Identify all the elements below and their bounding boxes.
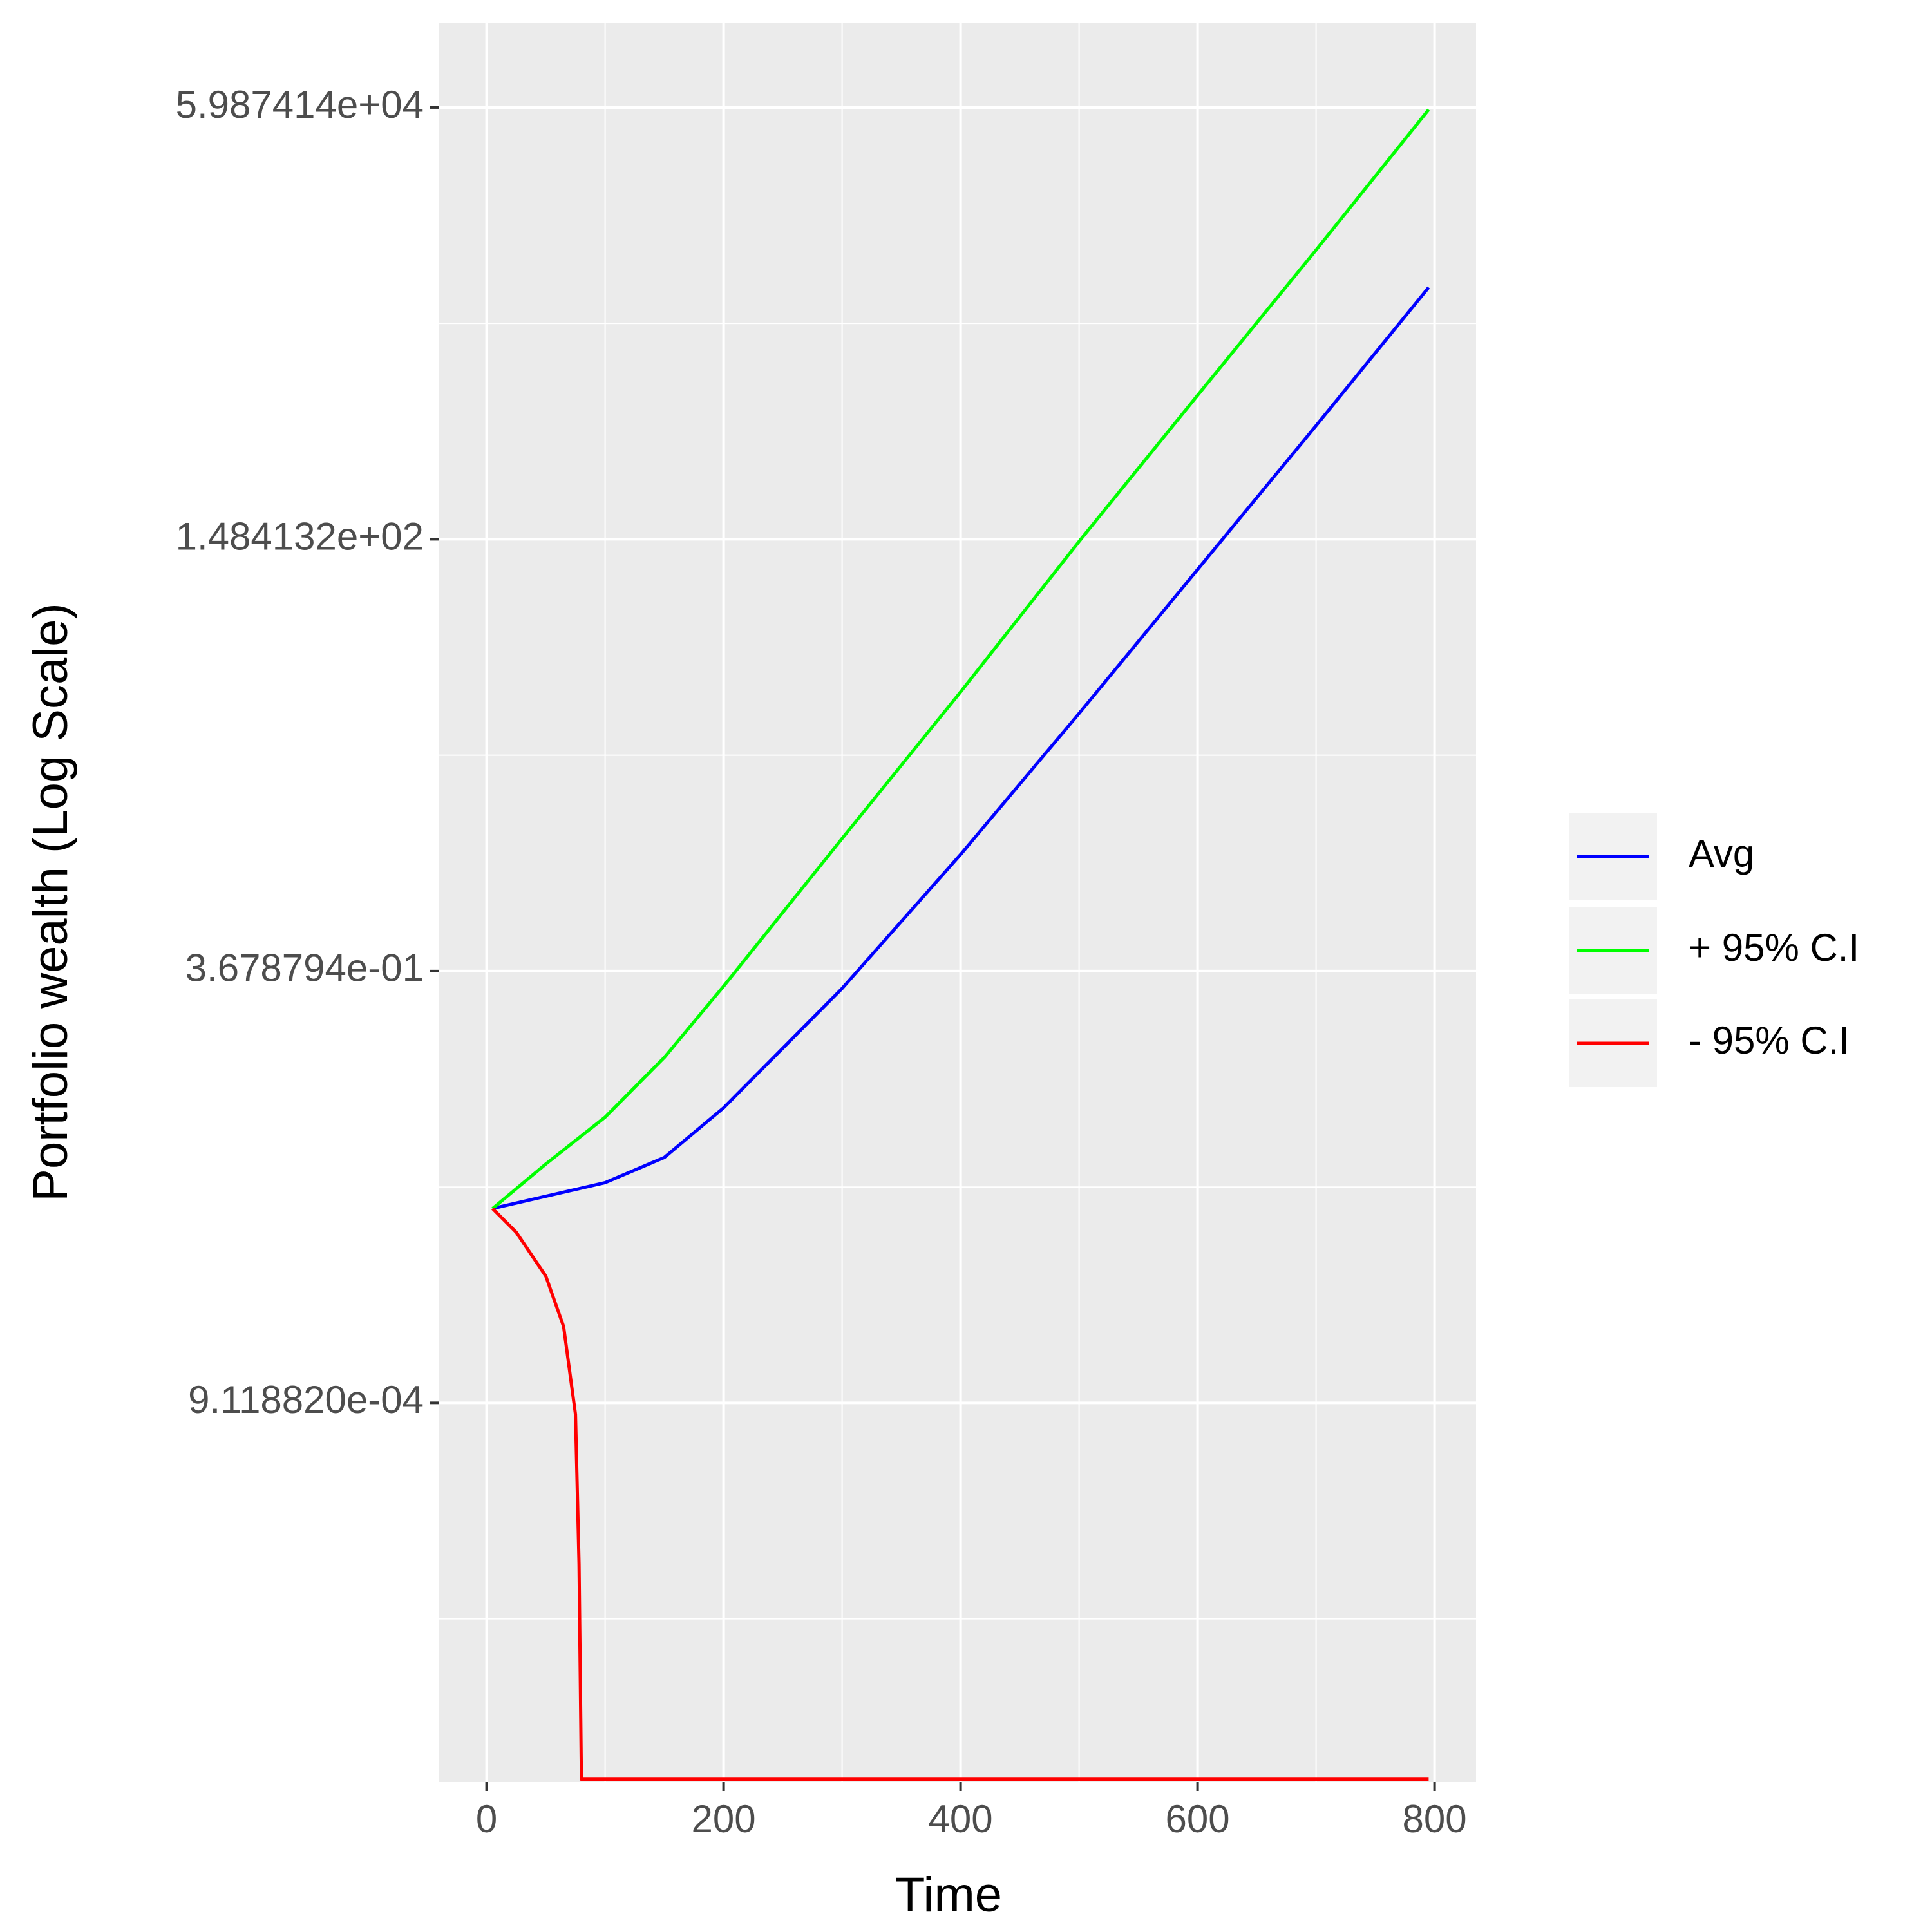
legend-label: - 95% C.I	[1689, 1019, 1850, 1062]
axes: 0 200 400 600 800 9.118820e-04 3.678794e-01 1.4…	[176, 83, 1467, 1841]
x-tick-label: 600	[1166, 1797, 1230, 1841]
y-tick-label: 5.987414e+04	[176, 83, 424, 126]
y-tick-label: 9.118820e-04	[188, 1378, 424, 1421]
data-line	[491, 108, 1430, 1210]
y-tick-label: 3.678794e-01	[185, 947, 424, 990]
lines	[491, 108, 1430, 1781]
legend: Avg + 95% C.I - 95% C.I	[1569, 813, 1859, 1087]
x-tick-label: 0	[476, 1797, 497, 1841]
legend-label: Avg	[1689, 832, 1754, 875]
y-tick-label: 1.484132e+02	[176, 515, 424, 558]
x-tick-label: 400	[929, 1797, 993, 1841]
y-axis-title: Portfolio wealth (Log Scale)	[23, 603, 78, 1201]
x-tick-label: 200	[692, 1797, 756, 1841]
data-line	[491, 1207, 1429, 1781]
data-line	[492, 286, 1430, 1211]
legend-label: + 95% C.I	[1689, 926, 1859, 969]
x-axis-title: Time	[895, 1868, 1002, 1922]
plot-panel	[439, 23, 1476, 1782]
grid	[439, 23, 1476, 1782]
x-tick-label: 800	[1403, 1797, 1467, 1841]
